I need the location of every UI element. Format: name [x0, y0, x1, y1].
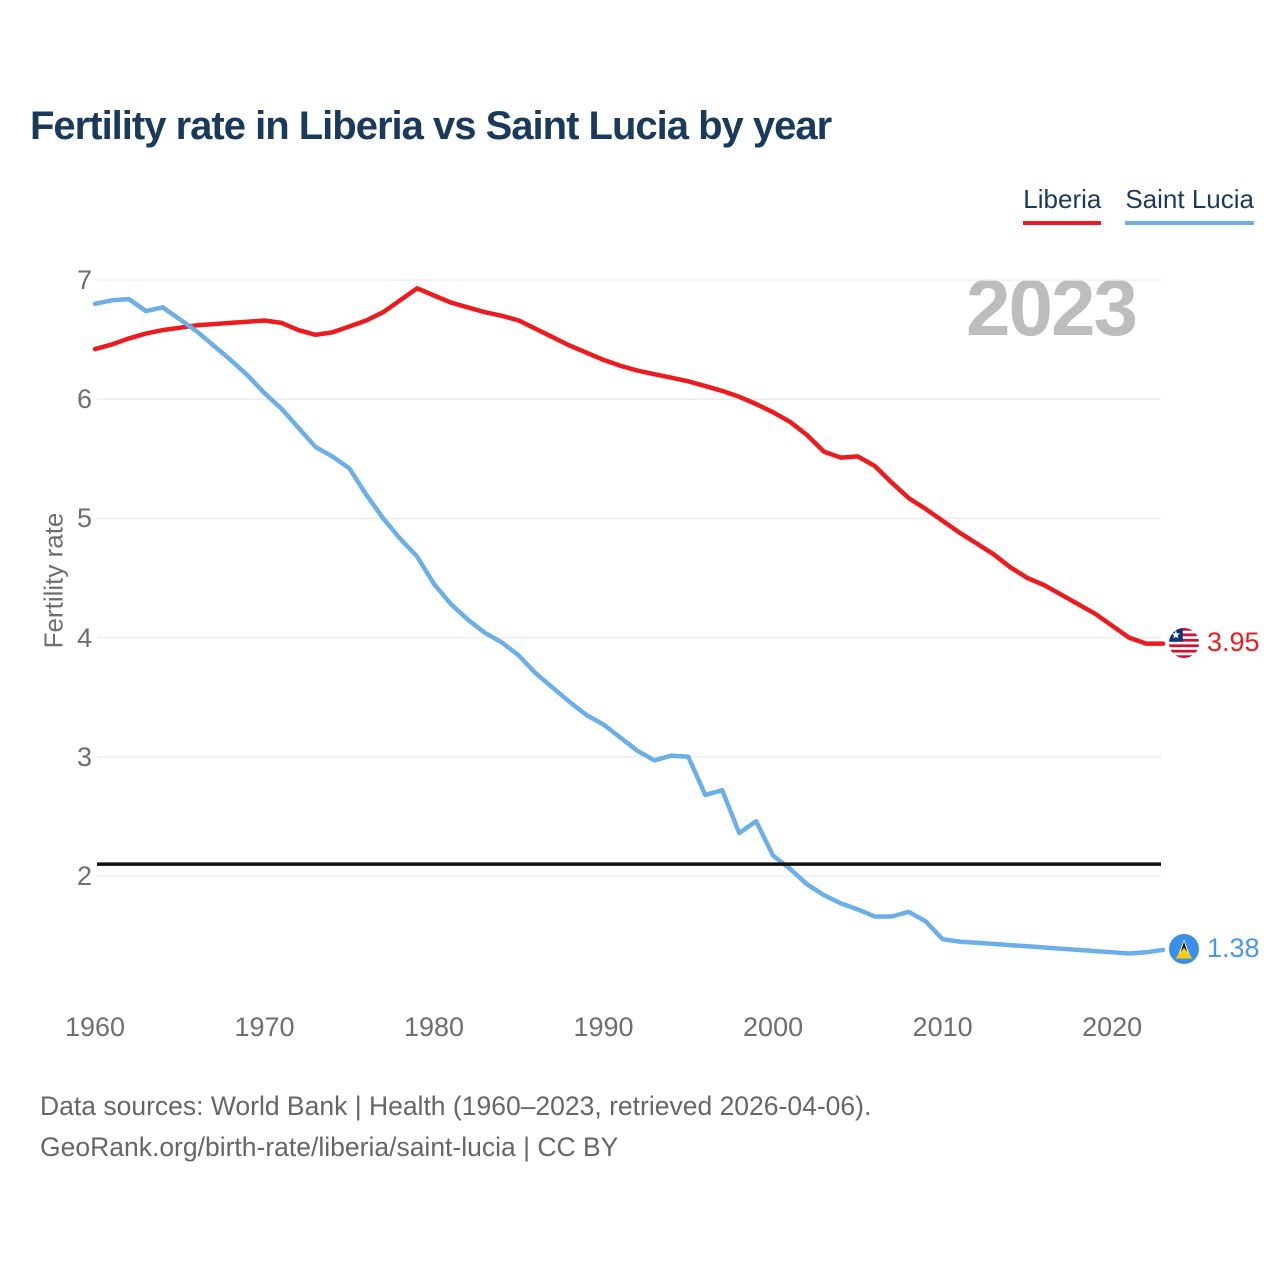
legend-item-liberia[interactable]: Liberia — [1023, 184, 1102, 225]
x-tick-label: 1970 — [234, 1012, 295, 1042]
y-tick-label: 7 — [76, 265, 92, 295]
footer-attribution-line: GeoRank.org/birth-rate/liberia/saint-luc… — [40, 1132, 619, 1162]
saint-lucia-flag-icon — [1169, 933, 1199, 964]
legend: Liberia Saint Lucia — [1023, 184, 1254, 225]
y-tick-label: 5 — [76, 503, 92, 534]
liberia-flag-icon — [1169, 627, 1199, 658]
legend-label-liberia: Liberia — [1023, 184, 1102, 214]
x-tick-label: 1960 — [64, 1012, 126, 1042]
x-tick-label: 1990 — [573, 1012, 634, 1042]
x-tick-label: 2010 — [912, 1012, 973, 1042]
end-label-liberia: 3.95 — [1169, 627, 1260, 658]
x-tick-label: 1980 — [403, 1012, 465, 1042]
y-tick-label: 4 — [76, 622, 92, 653]
legend-item-saint-lucia[interactable]: Saint Lucia — [1125, 184, 1254, 225]
y-tick-label: 2 — [76, 861, 92, 891]
year-watermark: 2023 — [966, 263, 1138, 352]
legend-label-saint-lucia: Saint Lucia — [1125, 184, 1254, 214]
y-axis-title: Fertility rate — [38, 512, 69, 649]
footer-sources-line: Data sources: World Bank | Health (1960–… — [40, 1091, 872, 1121]
end-label-saint-lucia: 1.38 — [1169, 933, 1260, 964]
x-tick-label: 2000 — [743, 1012, 804, 1042]
y-tick-label: 6 — [76, 384, 92, 415]
footer: Data sources: World Bank | Health (1960–… — [40, 1086, 871, 1168]
y-tick-label: 3 — [76, 741, 92, 772]
liberia-end-value: 3.95 — [1207, 627, 1260, 657]
saint-lucia-end-value: 1.38 — [1207, 933, 1260, 963]
page-title: Fertility rate in Liberia vs Saint Lucia… — [30, 104, 832, 148]
x-tick-label: 2020 — [1082, 1012, 1143, 1042]
